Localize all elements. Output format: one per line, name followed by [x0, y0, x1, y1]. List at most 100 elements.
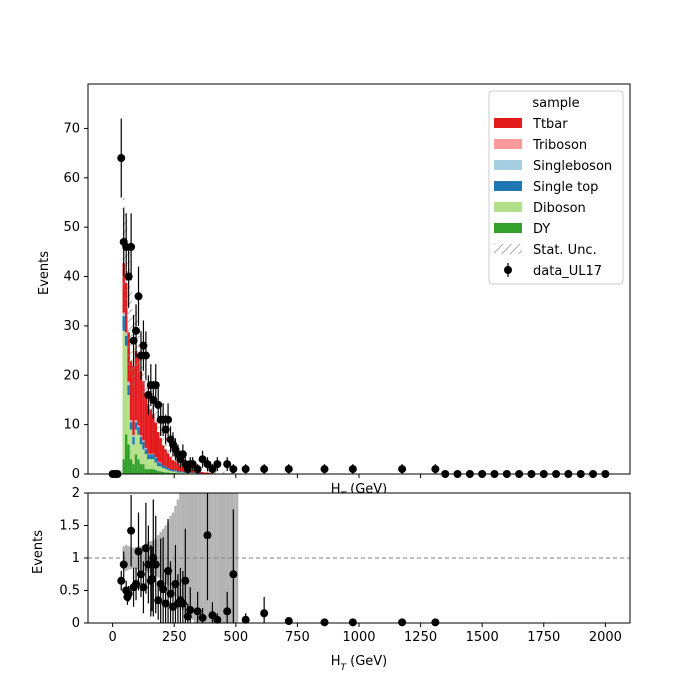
bar-segment	[164, 472, 167, 474]
x-tick-label: 0	[108, 630, 116, 645]
bar-segment	[124, 332, 128, 334]
bar-segment	[137, 356, 140, 426]
bar-segment	[181, 472, 185, 474]
ratio-point	[348, 618, 357, 627]
bar-segment	[129, 360, 133, 421]
ratio-point	[213, 615, 222, 624]
bar-segment	[174, 470, 177, 472]
legend-swatch-data	[504, 266, 512, 274]
data-point	[141, 351, 150, 360]
legend-swatch	[494, 202, 522, 212]
ratio-point	[223, 607, 232, 616]
bar-segment	[152, 459, 155, 470]
legend-swatch	[494, 118, 522, 128]
bar-segment	[171, 470, 175, 472]
bar-segment	[169, 456, 172, 470]
stat-unc-bin	[218, 471, 222, 474]
legend-label: Stat. Unc.	[533, 243, 597, 258]
data-point	[229, 465, 238, 474]
y-tick-label: 50	[63, 220, 80, 235]
bar-segment	[137, 459, 140, 474]
stat-unc-bin	[235, 471, 239, 474]
bar-segment	[124, 335, 128, 346]
ratio-panel: 0 0.5 1 1.5 2 0 250 500 750 1000 1250 1500 1750 2000…	[31, 486, 631, 673]
bar-segment	[161, 472, 165, 474]
data-point	[193, 465, 202, 474]
x-tick-label: 250	[162, 630, 187, 645]
bar-segment	[166, 472, 170, 474]
data-point	[132, 326, 141, 335]
stat-unc-bin	[156, 419, 160, 435]
bar-segment	[179, 471, 182, 473]
bar-segment	[139, 435, 143, 437]
ratio-point	[151, 560, 160, 569]
legend-label: Diboson	[533, 201, 586, 216]
bar-segment	[159, 471, 162, 474]
bar-segment	[201, 472, 204, 474]
ratio-unc-bin	[179, 493, 182, 607]
bar-segment	[169, 471, 172, 474]
stat-unc-bin	[154, 409, 157, 425]
x-tick-label: 1500	[466, 630, 499, 645]
ratio-unc-bin	[181, 493, 185, 610]
ratio-unc-bin	[225, 493, 229, 623]
legend-label: Singleboson	[533, 159, 612, 174]
bar-segment	[129, 429, 133, 460]
bar-segment	[174, 471, 177, 474]
bar-segment	[122, 316, 125, 331]
bar-segment	[134, 420, 138, 423]
bar-segment	[176, 463, 180, 472]
bar-segment	[147, 454, 150, 460]
bar-segment	[144, 454, 148, 470]
bar-segment	[122, 263, 125, 313]
y-tick-label: 70	[63, 121, 80, 136]
bar-segment	[142, 464, 145, 474]
data-point	[260, 465, 269, 474]
bar-segment	[159, 437, 162, 463]
legend-label: Ttbar	[532, 117, 568, 132]
bar-segment	[156, 462, 160, 467]
data-point	[213, 460, 222, 469]
legend-swatch	[494, 139, 522, 149]
ratio-point	[284, 617, 293, 626]
legend-label: data_UL17	[533, 264, 602, 279]
x-tick-label: 1000	[342, 630, 375, 645]
legend-swatch-stat-unc	[494, 244, 522, 254]
bar-segment	[154, 470, 157, 474]
data-point	[117, 154, 126, 163]
data-point	[198, 455, 207, 464]
ratio-unc-bin	[127, 546, 130, 570]
ratio-point	[229, 570, 238, 579]
legend-box	[488, 90, 624, 285]
bar-segment	[147, 459, 150, 470]
bar-segment	[139, 436, 143, 445]
y-tick-label: 2	[72, 486, 80, 501]
stat-unc-bin	[169, 449, 172, 458]
y-tick-label: 10	[63, 418, 80, 433]
ratio-point	[117, 576, 126, 585]
bar-segment	[132, 435, 135, 437]
ratio-points	[117, 493, 440, 627]
ratio-point	[203, 531, 212, 540]
stat-unc-bin	[206, 470, 209, 474]
data-point	[284, 465, 293, 474]
stat-unc-bin	[203, 470, 207, 474]
bar-segment	[144, 448, 148, 450]
stat-unc-bin	[201, 469, 204, 473]
data-point	[134, 292, 143, 301]
data-point	[223, 460, 232, 469]
stat-unc-bin	[228, 471, 231, 474]
ratio-unc-bin	[211, 493, 214, 623]
main-x-ticks	[112, 474, 606, 478]
legend-title: sample	[532, 96, 579, 111]
bar-segment	[149, 409, 153, 454]
stat-unc-bin	[225, 471, 229, 474]
stat-unc-bin	[213, 471, 217, 474]
ratio-unc-bin	[169, 515, 172, 591]
bar-segment	[166, 453, 170, 469]
bar-segment	[161, 468, 165, 473]
bar-segment	[134, 429, 138, 455]
y-tick-label: 0.5	[59, 584, 80, 599]
data-point	[241, 465, 250, 474]
